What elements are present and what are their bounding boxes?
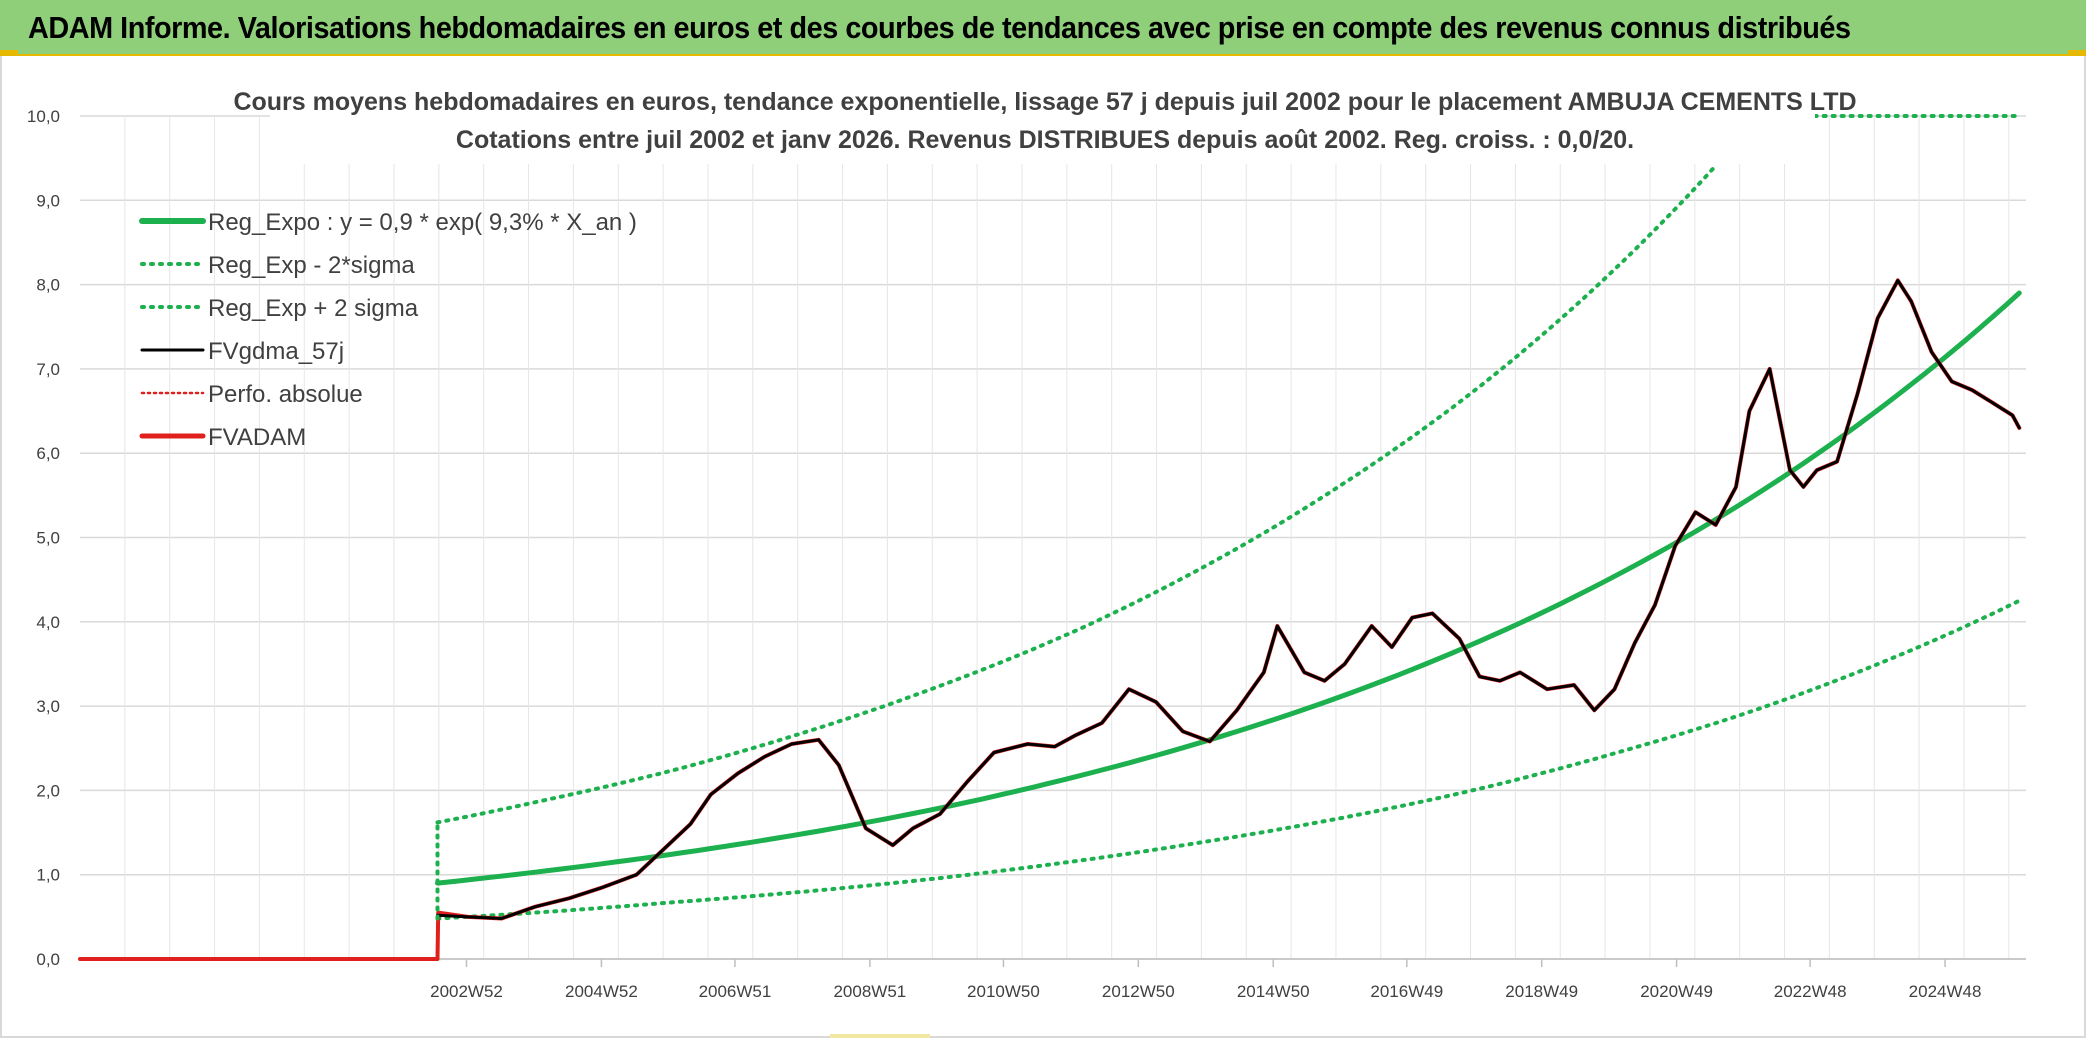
chart-frame <box>0 56 2086 1038</box>
legend-label: FVgdma_57j <box>208 338 344 365</box>
y-tick-label: 3,0 <box>36 697 60 716</box>
x-tick-label: 2004W52 <box>565 982 638 1001</box>
x-tick-label: 2024W48 <box>1909 982 1982 1001</box>
legend-label: Reg_Exp + 2 sigma <box>208 295 419 322</box>
banner-corner-left <box>0 50 18 56</box>
y-tick-label: 7,0 <box>36 360 60 379</box>
header-banner: ADAM Informe. Valorisations hebdomadaire… <box>0 0 2086 56</box>
legend-label: FVADAM <box>208 424 306 451</box>
chart-title-background <box>270 80 1815 164</box>
chart-legend: Reg_Expo : y = 0,9 * exp( 9,3% * X_an ) R… <box>139 209 637 451</box>
chart-series <box>78 114 2022 961</box>
chart-grid <box>80 115 2026 960</box>
x-tick-label: 2014W50 <box>1237 982 1310 1001</box>
y-tick-label: 2,0 <box>36 781 60 800</box>
legend-label: Reg_Expo : y = 0,9 * exp( 9,3% * X_an ) <box>208 209 637 236</box>
chart-axes: 0,0 1,0 2,0 3,0 4,0 5,0 6,0 7,0 8,0 9,0 10,0 2002W5… <box>27 107 2026 1001</box>
legend-label: Perfo. absolue <box>208 381 363 408</box>
banner-corner-right <box>2068 50 2086 56</box>
y-tick-label: 0,0 <box>36 950 60 969</box>
bottom-accent <box>830 1034 930 1038</box>
series-line-5 <box>78 278 2022 961</box>
y-tick-label: 1,0 <box>36 866 60 885</box>
y-tick-label: 9,0 <box>36 191 60 210</box>
series-line-1 <box>435 598 2022 921</box>
page-title: ADAM Informe. Valorisations hebdomadaire… <box>28 10 1851 45</box>
series-line-2 <box>435 163 1718 825</box>
y-tick-label: 10,0 <box>27 107 60 126</box>
y-tick-label: 5,0 <box>36 529 60 548</box>
y-tick-label: 4,0 <box>36 613 60 632</box>
x-tick-label: 2008W51 <box>833 982 906 1001</box>
x-tick-label: 2010W50 <box>967 982 1040 1001</box>
chart-title-line: Cotations entre juil 2002 et janv 2026. … <box>456 126 1634 154</box>
x-tick-label: 2022W48 <box>1774 982 1847 1001</box>
y-tick-label: 8,0 <box>36 276 60 295</box>
x-tick-label: 2012W50 <box>1102 982 1175 1001</box>
chart-title-line: Cours moyens hebdomadaires en euros, ten… <box>233 88 1856 116</box>
legend-label: Reg_Exp - 2*sigma <box>208 252 415 279</box>
y-tick-label: 6,0 <box>36 444 60 463</box>
x-tick-label: 2006W51 <box>699 982 772 1001</box>
chart-titles: Cours moyens hebdomadaires en euros, ten… <box>233 80 1857 164</box>
series-line-3 <box>436 278 2021 920</box>
x-tick-label: 2018W49 <box>1505 982 1578 1001</box>
series-line-0 <box>435 290 2022 886</box>
x-tick-label: 2016W49 <box>1370 982 1443 1001</box>
x-tick-label: 2020W49 <box>1640 982 1713 1001</box>
x-tick-label: 2002W52 <box>430 982 503 1001</box>
